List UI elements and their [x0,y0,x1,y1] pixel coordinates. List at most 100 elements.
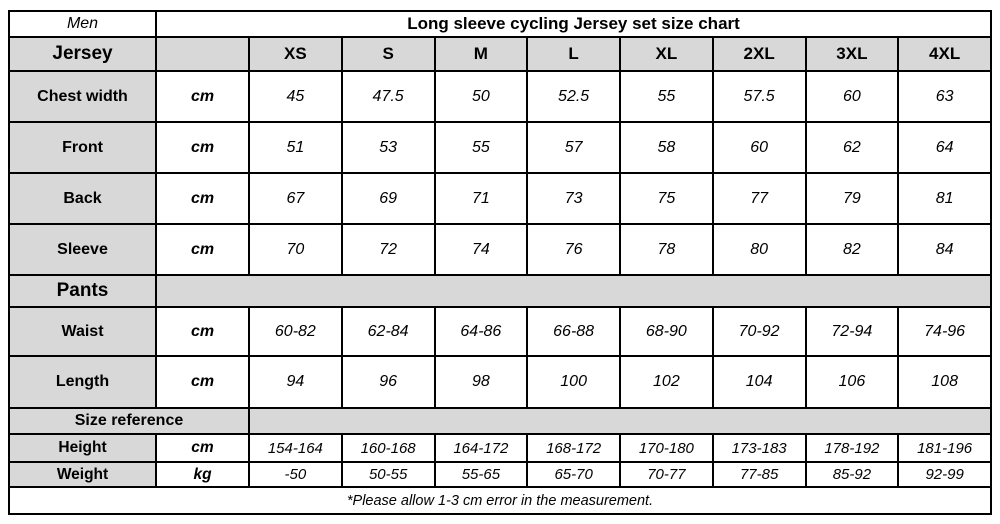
section-pants-label: Pants [8,274,157,308]
value-cell: 82 [804,223,900,276]
table-row-front: Front cm 51 53 55 57 58 60 62 64 [8,121,992,174]
value-cell: 50-55 [340,461,436,488]
value-cell: 160-168 [340,433,436,463]
value-cell: 57.5 [711,70,807,123]
value-cell: 108 [897,355,992,409]
value-cell: 76 [526,223,621,276]
value-cell: 164-172 [433,433,529,463]
row-label: Waist [8,306,157,357]
row-label: Back [8,172,157,225]
value-cell: 72 [340,223,436,276]
size-header-l: L [526,36,621,72]
value-cell: 74 [433,223,529,276]
unit-cell: cm [155,223,250,276]
section-jersey-label: Jersey [8,36,157,72]
value-cell: 67 [248,172,343,225]
value-cell: 69 [340,172,436,225]
value-cell: 102 [619,355,714,409]
value-cell: 170-180 [619,433,714,463]
section-pants-spacer [155,274,992,308]
table-row-back: Back cm 67 69 71 73 75 77 79 81 [8,172,992,225]
value-cell: 85-92 [804,461,900,488]
value-cell: 52.5 [526,70,621,123]
value-cell: 70-92 [711,306,807,357]
row-label: Front [8,121,157,174]
table-row-waist: Waist cm 60-82 62-84 64-86 66-88 68-90 7… [8,306,992,357]
value-cell: 84 [897,223,992,276]
empty-unit-header-cell [155,36,250,72]
table-row-weight: Weight kg -50 50-55 55-65 65-70 70-77 77… [8,461,992,488]
value-cell: 173-183 [711,433,807,463]
section-size-reference-label: Size reference [8,407,250,435]
size-header-xl: XL [619,36,714,72]
section-row-pants: Pants [8,274,992,308]
value-cell: 77-85 [711,461,807,488]
size-chart: Men Long sleeve cycling Jersey set size … [8,10,992,515]
unit-cell: cm [155,433,250,463]
size-header-4xl: 4XL [897,36,992,72]
section-size-reference-spacer [248,407,992,435]
unit-cell: kg [155,461,250,488]
row-label: Length [8,355,157,409]
value-cell: 60 [804,70,900,123]
row-label: Weight [8,461,157,488]
value-cell: 106 [804,355,900,409]
value-cell: 168-172 [526,433,621,463]
value-cell: 45 [248,70,343,123]
value-cell: 96 [340,355,436,409]
value-cell: 65-70 [526,461,621,488]
unit-cell: cm [155,121,250,174]
value-cell: 70-77 [619,461,714,488]
value-cell: 77 [711,172,807,225]
unit-cell: cm [155,70,250,123]
value-cell: 58 [619,121,714,174]
table-row-height: Height cm 154-164 160-168 164-172 168-17… [8,433,992,463]
table-row-sleeve: Sleeve cm 70 72 74 76 78 80 82 84 [8,223,992,276]
size-header-2xl: 2XL [711,36,807,72]
value-cell: 70 [248,223,343,276]
value-cell: 68-90 [619,306,714,357]
value-cell: 62 [804,121,900,174]
gender-label: Men [8,10,157,38]
size-chart-table: Men Long sleeve cycling Jersey set size … [8,10,992,515]
value-cell: 64-86 [433,306,529,357]
value-cell: -50 [248,461,343,488]
row-label: Chest width [8,70,157,123]
title-row: Men Long sleeve cycling Jersey set size … [8,10,992,38]
value-cell: 75 [619,172,714,225]
chart-title: Long sleeve cycling Jersey set size char… [155,10,992,38]
value-cell: 55 [433,121,529,174]
value-cell: 60 [711,121,807,174]
value-cell: 71 [433,172,529,225]
footnote-row: *Please allow 1-3 cm error in the measur… [8,486,992,515]
value-cell: 178-192 [804,433,900,463]
value-cell: 60-82 [248,306,343,357]
value-cell: 81 [897,172,992,225]
value-cell: 94 [248,355,343,409]
value-cell: 92-99 [897,461,992,488]
row-label: Height [8,433,157,463]
value-cell: 55-65 [433,461,529,488]
value-cell: 63 [897,70,992,123]
value-cell: 181-196 [897,433,992,463]
value-cell: 66-88 [526,306,621,357]
value-cell: 51 [248,121,343,174]
value-cell: 79 [804,172,900,225]
value-cell: 50 [433,70,529,123]
size-header-s: S [340,36,436,72]
section-row-size-reference: Size reference [8,407,992,435]
unit-cell: cm [155,306,250,357]
value-cell: 104 [711,355,807,409]
value-cell: 74-96 [897,306,992,357]
value-cell: 154-164 [248,433,343,463]
value-cell: 64 [897,121,992,174]
size-header-row: Jersey XS S M L XL 2XL 3XL 4XL [8,36,992,72]
value-cell: 80 [711,223,807,276]
value-cell: 72-94 [804,306,900,357]
size-header-xs: XS [248,36,343,72]
value-cell: 47.5 [340,70,436,123]
value-cell: 55 [619,70,714,123]
table-row-chest-width: Chest width cm 45 47.5 50 52.5 55 57.5 6… [8,70,992,123]
value-cell: 62-84 [340,306,436,357]
value-cell: 100 [526,355,621,409]
